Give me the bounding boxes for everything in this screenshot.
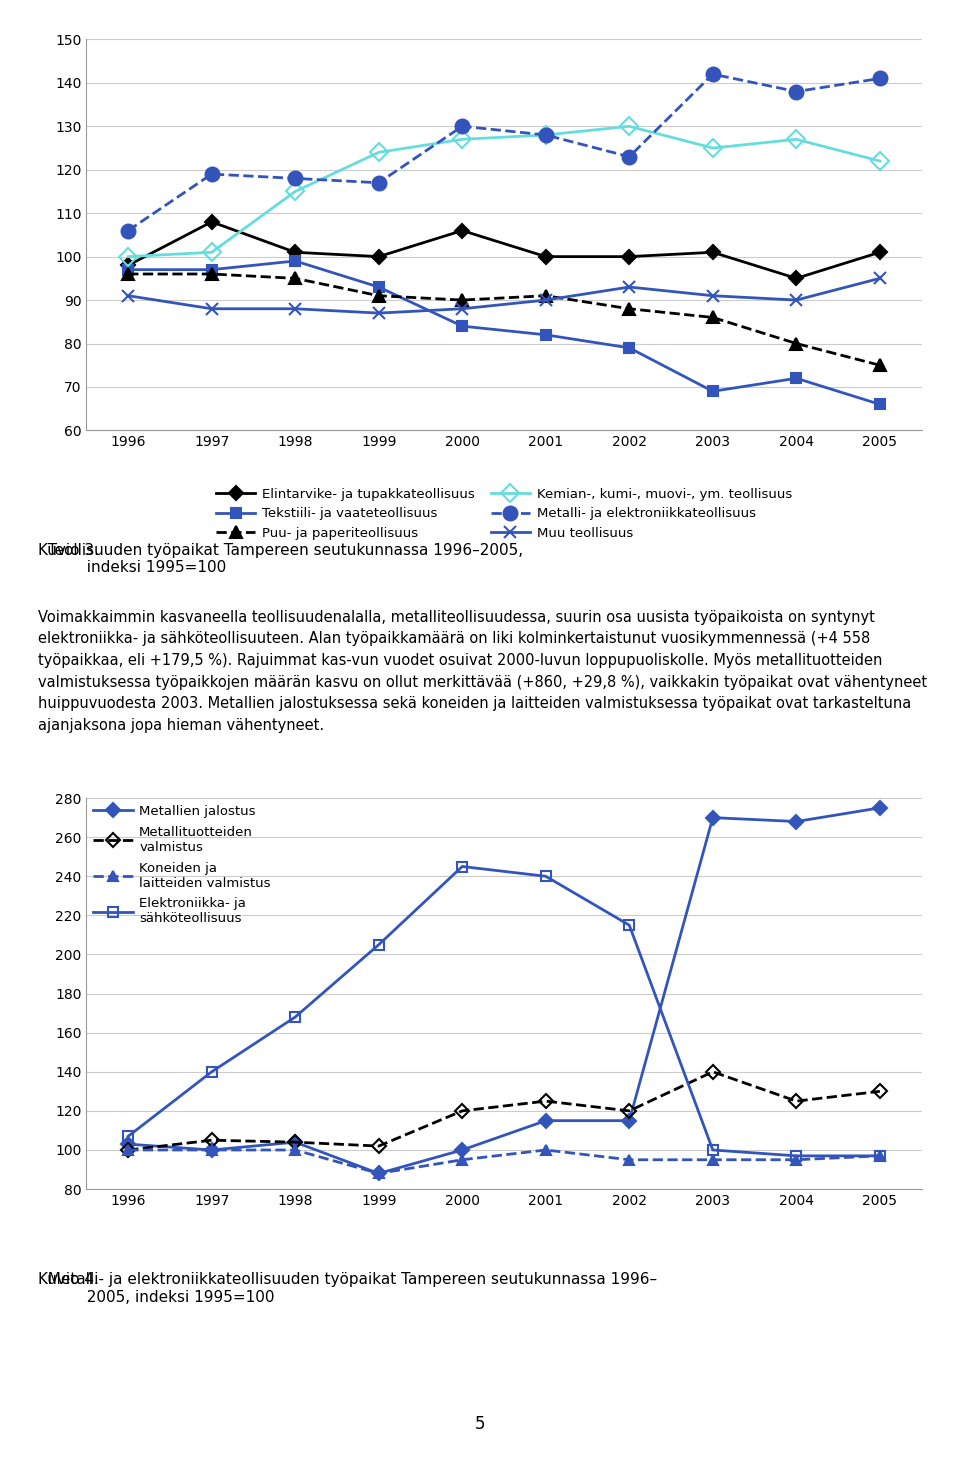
Text: Kuvio 3.: Kuvio 3. — [38, 543, 100, 557]
Text: Metalli- ja elektroniikkateollisuuden työpaikat Tampereen seutukunnassa 1996–
  : Metalli- ja elektroniikkateollisuuden ty… — [38, 1272, 658, 1304]
Text: Voimakkaimmin kasvaneella teollisuudenalalla, metalliteollisuudessa, suurin osa : Voimakkaimmin kasvaneella teollisuudenal… — [38, 610, 927, 732]
Legend: Metallien jalostus, Metallituotteiden
valmistus, Koneiden ja
laitteiden valmistu: Metallien jalostus, Metallituotteiden va… — [93, 805, 271, 925]
Text: 5: 5 — [475, 1415, 485, 1433]
Text: Teollisuuden työpaikat Tampereen seutukunnassa 1996–2005,
          indeksi 1995: Teollisuuden työpaikat Tampereen seutuku… — [38, 543, 523, 575]
Legend: Elintarvike- ja tupakkateollisuus, Tekstiili- ja vaateteollisuus, Puu- ja paperi: Elintarvike- ja tupakkateollisuus, Tekst… — [216, 487, 792, 540]
Text: Kuvio 4.: Kuvio 4. — [38, 1272, 99, 1287]
